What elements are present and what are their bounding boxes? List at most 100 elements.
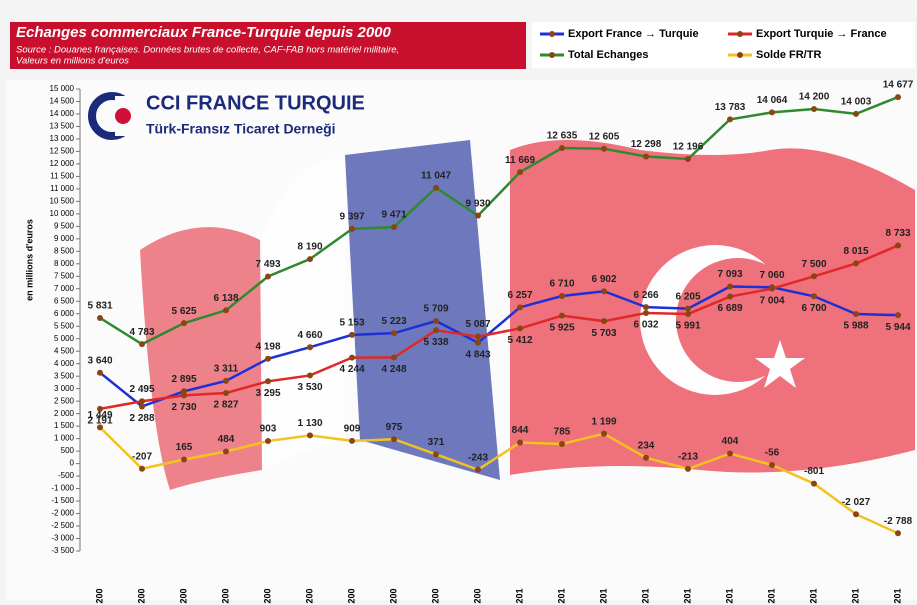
logo-title: CCI FRANCE TURQUIE — [146, 92, 365, 114]
point — [223, 390, 229, 396]
data-label: 12 635 — [547, 131, 578, 142]
data-label: 7 093 — [717, 269, 742, 280]
logo-subtitle: Türk-Fransız Ticaret Derneği — [146, 121, 336, 137]
point — [559, 441, 565, 447]
point — [811, 481, 817, 487]
y-tick-label: -500 — [58, 471, 75, 480]
y-tick-label: 6 500 — [54, 296, 75, 305]
point — [223, 307, 229, 313]
data-label: -56 — [765, 448, 780, 459]
point — [853, 260, 859, 266]
y-tick-label: 3 000 — [54, 384, 75, 393]
data-label: 5 709 — [423, 304, 448, 315]
data-label: 7 004 — [759, 295, 784, 306]
point — [223, 449, 229, 455]
point — [265, 378, 271, 384]
data-label: 14 064 — [757, 95, 788, 106]
data-label: 5 831 — [87, 301, 112, 312]
y-tick-label: 12 500 — [50, 147, 75, 156]
data-label: 903 — [260, 424, 277, 435]
chart-title: Echanges commerciaux France-Turquie depu… — [16, 24, 392, 41]
data-label: 12 605 — [589, 131, 620, 142]
point — [475, 467, 481, 473]
point — [559, 145, 565, 151]
data-label: 5 925 — [549, 322, 574, 333]
point — [391, 330, 397, 336]
point — [517, 440, 523, 446]
point — [811, 106, 817, 112]
point — [307, 432, 313, 438]
x-tick-label: 201 — [514, 588, 524, 603]
data-label: -801 — [804, 466, 824, 477]
y-tick-label: 0 — [70, 459, 75, 468]
data-label: 6 032 — [633, 320, 658, 331]
point — [139, 466, 145, 472]
y-tick-label: 7 000 — [54, 284, 75, 293]
data-label: 5 625 — [171, 306, 196, 317]
data-label: 9 930 — [465, 198, 490, 209]
point — [517, 169, 523, 175]
data-label: 6 257 — [507, 290, 532, 301]
legend-marker — [549, 52, 555, 58]
legend-marker — [737, 31, 743, 37]
data-label: 5 153 — [339, 318, 364, 329]
point — [475, 340, 481, 346]
data-label: 7 060 — [759, 270, 784, 281]
data-label: -2 788 — [884, 516, 913, 527]
x-tick-label: 201 — [724, 588, 734, 603]
y-tick-label: -3 500 — [51, 546, 74, 555]
data-label: -2 027 — [842, 497, 871, 508]
y-tick-label: 7 500 — [54, 271, 75, 280]
data-label: 4 660 — [297, 330, 322, 341]
point — [853, 511, 859, 517]
y-tick-label: 10 000 — [50, 209, 75, 218]
data-label: 5 703 — [591, 328, 616, 339]
point — [433, 327, 439, 333]
data-label: 5 338 — [423, 337, 448, 348]
x-tick-label: 200 — [220, 588, 230, 603]
data-label: 234 — [638, 440, 655, 451]
point — [559, 313, 565, 319]
data-label: 13 783 — [715, 102, 746, 113]
point — [517, 325, 523, 331]
point — [97, 315, 103, 321]
y-tick-label: -3 000 — [51, 534, 74, 543]
x-tick-label: 200 — [346, 588, 356, 603]
data-label: 9 471 — [381, 210, 406, 221]
point — [853, 311, 859, 317]
x-tick-label: 200 — [388, 588, 398, 603]
data-label: 14 677 — [883, 80, 914, 91]
point — [433, 318, 439, 324]
point — [853, 111, 859, 117]
point — [349, 355, 355, 361]
data-label: 12 196 — [673, 142, 704, 153]
data-label: 4 244 — [339, 364, 364, 375]
data-label: 909 — [344, 424, 361, 435]
y-tick-label: 15 000 — [50, 84, 75, 93]
point — [349, 226, 355, 232]
data-label: 6 689 — [717, 303, 742, 314]
data-label: 6 205 — [675, 291, 700, 302]
data-label: 1 130 — [297, 418, 322, 429]
y-tick-label: 11 000 — [50, 184, 74, 193]
data-label: 2 288 — [129, 413, 154, 424]
point — [601, 318, 607, 324]
point — [727, 294, 733, 300]
data-label: 2 827 — [213, 400, 238, 411]
y-tick-label: 3 500 — [54, 371, 75, 380]
data-label: 4 843 — [465, 349, 490, 360]
legend-label: Total Echanges — [568, 49, 648, 61]
y-tick-label: 2 000 — [54, 409, 75, 418]
point — [391, 355, 397, 361]
point — [475, 213, 481, 219]
y-axis-title: en millions d'euros — [24, 219, 34, 301]
legend-marker — [737, 52, 743, 58]
chart-subtitle: Source : Douanes françaises. Données bru… — [16, 45, 399, 56]
y-tick-label: 4 500 — [54, 346, 75, 355]
point — [769, 109, 775, 115]
y-tick-label: 14 000 — [50, 109, 75, 118]
point — [685, 311, 691, 317]
point — [139, 398, 145, 404]
y-tick-label: 10 500 — [50, 196, 75, 205]
y-tick-label: 13 500 — [50, 122, 75, 131]
